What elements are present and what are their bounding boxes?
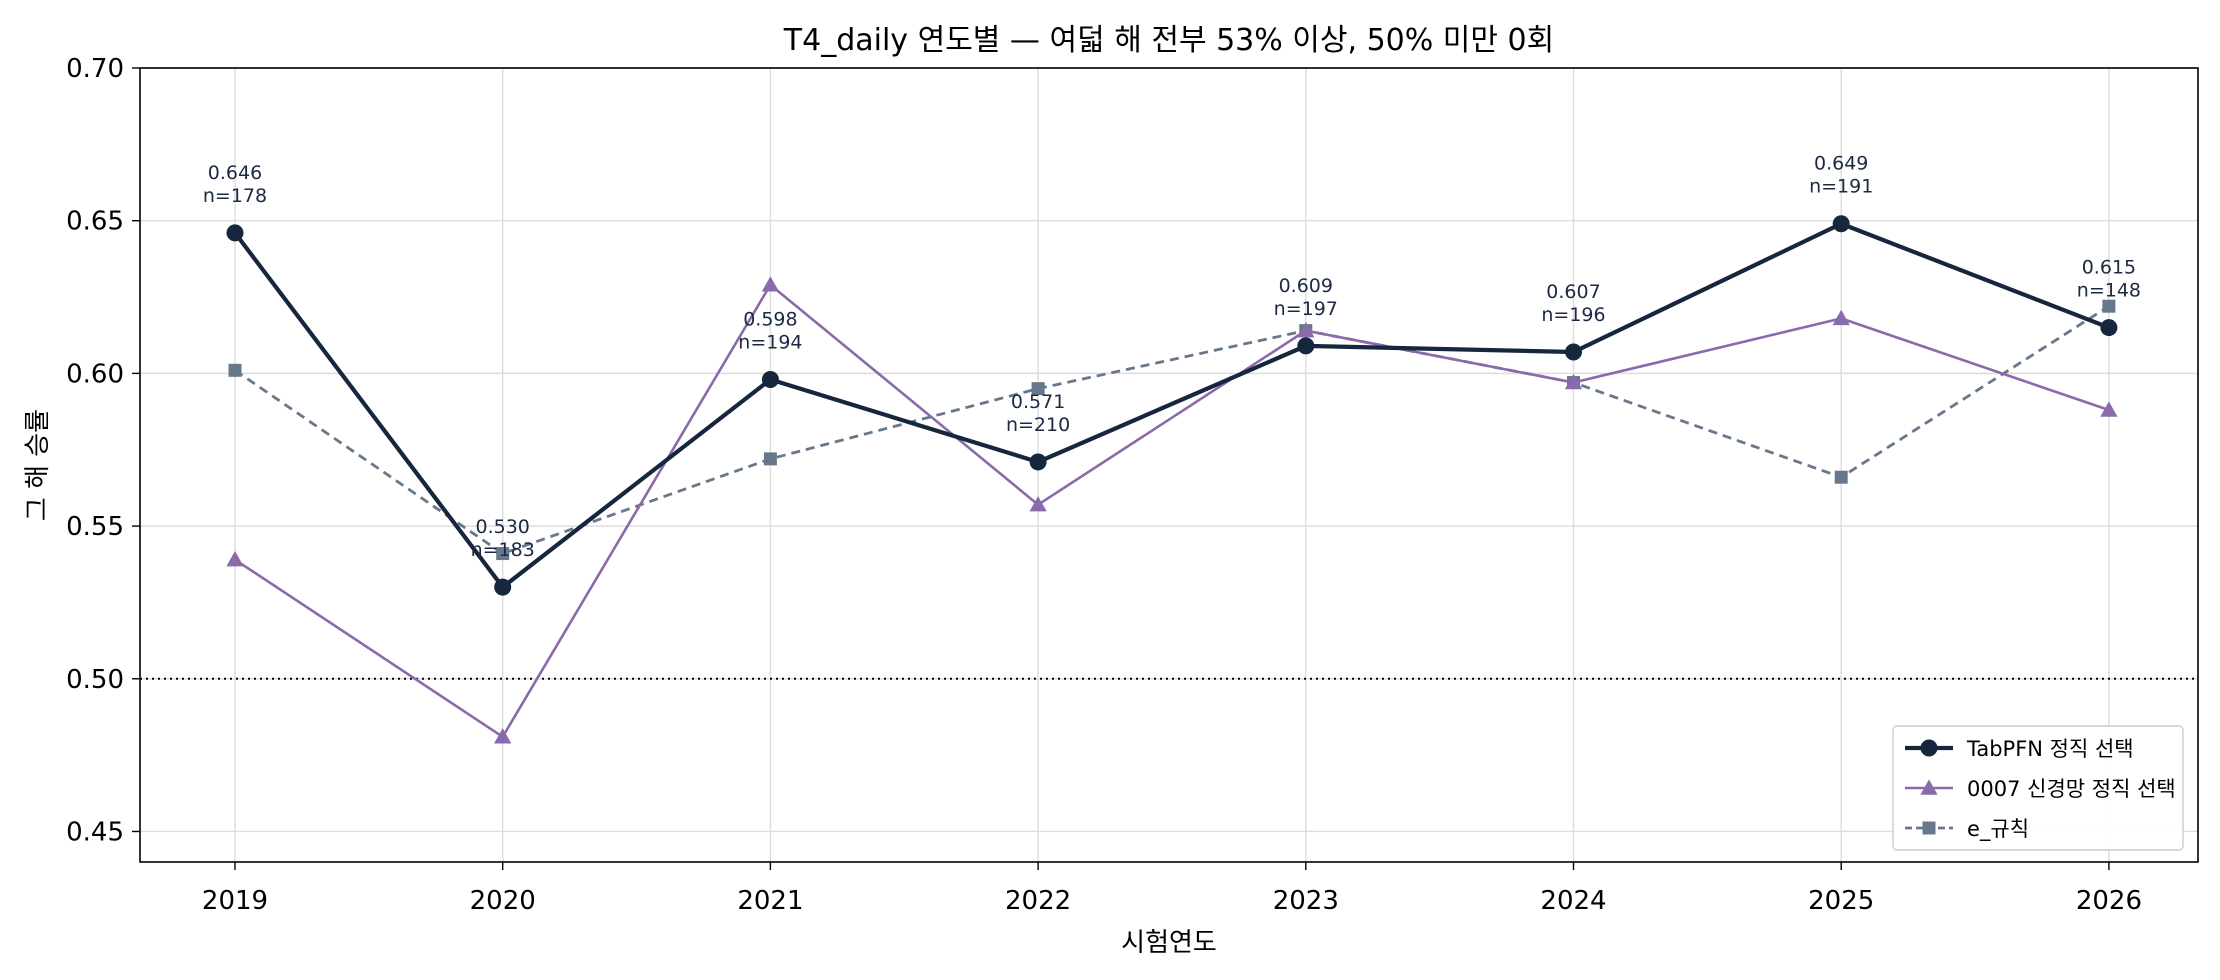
- plot-frame: [139, 67, 2199, 863]
- series-1-point: [226, 224, 244, 242]
- data-label-value: 0.607: [1546, 281, 1600, 303]
- x-tick-label: 2026: [2076, 886, 2142, 916]
- legend-item-1: TabPFN 정직 선택: [1905, 737, 2134, 761]
- data-label-count: n=197: [1274, 298, 1338, 320]
- data-label-count: n=183: [471, 539, 535, 561]
- data-label-count: n=148: [2077, 280, 2141, 302]
- series-3-point: [2102, 299, 2116, 313]
- series-1-point: [1565, 343, 1582, 361]
- axis-ticks: 2019 2020 2021 2022 2023 2024 2025 2026 0.45 0.50…: [66, 54, 2142, 916]
- data-label-count: n=210: [1006, 414, 1070, 436]
- x-tick-label: 2022: [1005, 886, 1071, 916]
- x-tick-label: 2024: [1540, 886, 1606, 916]
- x-tick-label: 2020: [470, 886, 536, 916]
- series-3-point: [228, 363, 242, 377]
- series-1-point: [1832, 215, 1850, 233]
- series-2-point: [494, 728, 512, 744]
- y-tick-label: 0.45: [66, 817, 124, 847]
- series-2-point: [226, 551, 244, 567]
- y-tick-label: 0.70: [66, 54, 124, 84]
- data-label-value: 0.646: [208, 162, 262, 184]
- series-1-point: [1297, 337, 1315, 355]
- x-tick-label: 2019: [202, 886, 268, 916]
- series-2-line: [234, 283, 2110, 739]
- data-label-value: 0.530: [475, 516, 529, 538]
- data-label-count: n=196: [1541, 304, 1605, 326]
- legend-label: e_규칙: [1967, 817, 2029, 842]
- x-tick-label: 2023: [1273, 886, 1339, 916]
- series-3-point: [763, 452, 777, 466]
- legend-item-3: e_규칙: [1905, 817, 2029, 842]
- data-label-value: 0.609: [1279, 275, 1333, 297]
- series-2-point: [1564, 373, 1583, 390]
- series-3-point: [496, 547, 510, 561]
- series-layer: [226, 215, 2118, 744]
- data-label-value: 0.598: [743, 308, 797, 330]
- series-2-point: [761, 276, 780, 292]
- series-2-point: [1029, 496, 1047, 512]
- data-label-count: n=194: [738, 331, 802, 353]
- data-label-value: 0.571: [1011, 391, 1065, 413]
- legend-label: TabPFN 정직 선택: [1966, 737, 2134, 761]
- series-3-point: [1031, 382, 1045, 396]
- legend-marker: [1922, 821, 1936, 835]
- series-2-point: [1832, 309, 1850, 326]
- series-1-point: [494, 578, 512, 596]
- legend: TabPFN 정직 선택 0007 신경망 정직 선택 e_규칙: [1892, 725, 2184, 851]
- series-2: [226, 276, 2118, 744]
- data-label-value: 0.649: [1814, 153, 1868, 175]
- series-1-point: [761, 370, 779, 388]
- series-3-point: [1834, 470, 1848, 484]
- legend-marker: [1920, 779, 1938, 795]
- legend-box: [1892, 725, 2184, 851]
- series-2-point: [2100, 401, 2118, 417]
- y-axis-title: 그 해 승률: [23, 409, 53, 521]
- series-1-point: [1029, 453, 1047, 471]
- chart-title: T4_daily 연도별 — 여덟 해 전부 53% 이상, 50% 미만 0회: [783, 23, 1554, 58]
- x-axis-title: 시험연도: [1121, 928, 1217, 958]
- x-tick-label: 2021: [737, 886, 803, 916]
- series-3-line: [234, 305, 2110, 555]
- y-tick-label: 0.55: [66, 512, 124, 542]
- series-1-line: [233, 221, 2110, 590]
- x-tick-label: 2025: [1808, 886, 1874, 916]
- series-1-point: [2100, 319, 2118, 337]
- data-label-count: n=178: [203, 185, 267, 207]
- series-1: [226, 215, 2118, 596]
- data-label-value: 0.615: [2082, 257, 2136, 279]
- legend-marker: [1920, 739, 1938, 757]
- y-tick-label: 0.50: [66, 665, 124, 695]
- series-2-point: [1297, 322, 1315, 338]
- legend-label: 0007 신경망 정직 선택: [1967, 777, 2176, 801]
- y-tick-label: 0.60: [66, 359, 124, 389]
- legend-item-2: 0007 신경망 정직 선택: [1905, 777, 2176, 801]
- data-label-count: n=191: [1809, 176, 1873, 198]
- y-tick-label: 0.65: [66, 207, 124, 237]
